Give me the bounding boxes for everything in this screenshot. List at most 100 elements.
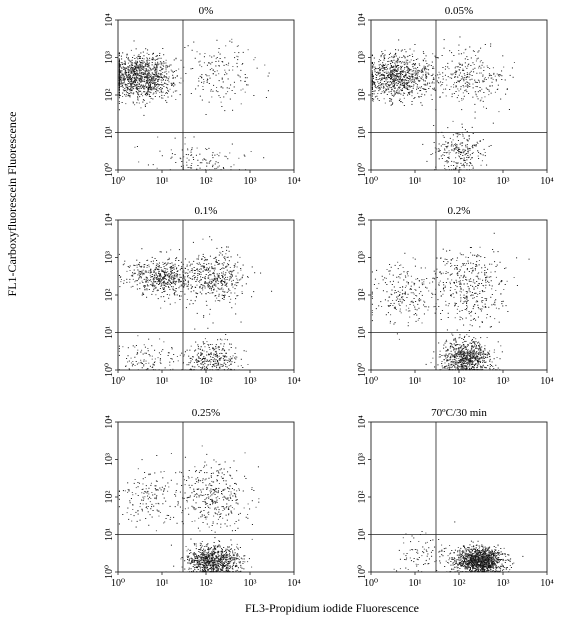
event-point <box>160 66 162 68</box>
event-point <box>156 87 158 89</box>
event-point <box>489 358 491 360</box>
event-point <box>476 96 478 98</box>
event-point <box>132 102 134 104</box>
event-point <box>128 79 130 81</box>
event-point <box>441 158 443 159</box>
event-point <box>453 369 455 371</box>
event-point <box>480 99 482 101</box>
event-point <box>156 70 158 72</box>
event-point <box>214 278 216 280</box>
event-point <box>138 90 140 92</box>
event-point <box>405 74 407 75</box>
event-point <box>156 282 158 284</box>
event-point <box>470 342 472 344</box>
event-point <box>467 73 469 75</box>
event-point <box>454 351 456 353</box>
event-point <box>216 167 218 169</box>
event-point <box>221 254 223 256</box>
event-point <box>503 66 505 68</box>
event-point <box>172 78 174 79</box>
event-point <box>164 290 166 292</box>
event-point <box>460 352 462 354</box>
event-point <box>477 354 479 355</box>
event-point <box>455 91 457 92</box>
event-point <box>148 91 150 93</box>
event-point <box>506 89 508 90</box>
event-point <box>389 84 391 85</box>
x-tick-label: 10³ <box>244 176 257 187</box>
event-point <box>376 72 378 73</box>
event-point <box>191 263 193 265</box>
event-point <box>384 102 386 104</box>
event-point <box>168 76 170 78</box>
event-point <box>134 272 136 274</box>
event-point <box>119 76 121 78</box>
event-point <box>400 93 402 95</box>
event-point <box>385 83 387 85</box>
event-point <box>494 91 496 93</box>
event-point <box>446 152 448 154</box>
event-point <box>140 273 142 275</box>
event-point <box>397 49 399 51</box>
event-point <box>154 268 156 270</box>
event-point <box>465 78 467 80</box>
event-point <box>134 63 136 65</box>
event-point <box>458 81 460 83</box>
event-point <box>220 343 222 345</box>
event-point <box>213 354 215 356</box>
event-point <box>153 364 155 366</box>
event-point <box>211 359 213 360</box>
event-point <box>212 359 214 361</box>
event-point <box>462 359 464 361</box>
event-point <box>479 141 481 142</box>
event-point <box>123 81 125 83</box>
event-point <box>168 279 170 281</box>
event-point <box>190 360 192 362</box>
event-point <box>391 88 393 90</box>
event-point <box>224 274 226 276</box>
event-point <box>402 71 404 73</box>
event-point <box>201 265 203 267</box>
event-point <box>134 346 136 348</box>
event-point <box>239 279 241 281</box>
event-point <box>120 70 122 72</box>
event-point <box>433 87 435 89</box>
event-point <box>160 70 162 72</box>
event-point <box>233 86 235 88</box>
event-point <box>169 361 171 363</box>
event-point <box>196 269 198 270</box>
event-point <box>200 367 202 368</box>
event-point <box>138 263 140 265</box>
event-point <box>123 263 125 265</box>
event-point <box>497 74 499 76</box>
event-point <box>471 352 473 354</box>
event-point <box>425 77 427 79</box>
event-point <box>150 97 152 99</box>
event-point <box>218 60 220 62</box>
event-point <box>391 56 393 58</box>
event-point <box>155 69 157 71</box>
event-point <box>395 78 397 79</box>
event-point <box>152 77 154 79</box>
event-point <box>130 81 132 82</box>
event-point <box>473 145 475 147</box>
event-point <box>193 159 195 160</box>
x-tick-label: 10¹ <box>409 176 422 187</box>
event-point <box>467 351 469 353</box>
event-point <box>159 88 161 90</box>
event-point <box>228 364 230 366</box>
event-point <box>165 274 167 276</box>
event-point <box>407 77 409 79</box>
event-point <box>404 71 406 73</box>
event-point <box>125 74 127 75</box>
event-point <box>175 273 177 275</box>
event-point <box>147 90 149 92</box>
event-point <box>169 303 171 305</box>
event-point <box>139 271 141 273</box>
event-point <box>438 143 440 145</box>
event-point <box>178 249 180 251</box>
event-point <box>123 75 125 77</box>
event-point <box>146 81 148 83</box>
event-point <box>460 360 462 362</box>
event-point <box>418 96 420 97</box>
